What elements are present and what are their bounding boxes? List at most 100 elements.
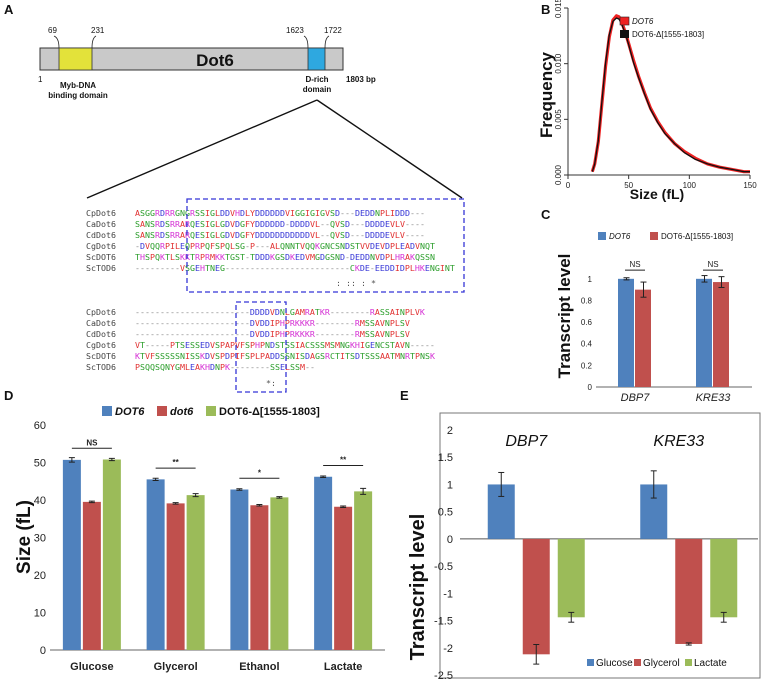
d-bar-Ethanol-2	[270, 497, 289, 650]
c-category-label: DBP7	[621, 392, 651, 404]
e-y-tick-label: 2	[447, 425, 453, 437]
d-legend-swatch-dot6-null	[157, 406, 167, 416]
drich-end-pos: 1722	[324, 26, 342, 35]
b-x-tick-label: 150	[743, 181, 757, 190]
d-category-label: Glucose	[70, 661, 113, 673]
e-y-tick-label: 0.5	[438, 507, 453, 519]
b-legend-swatch-dot6	[619, 16, 630, 26]
alignment-seq: -DVQQRPILEQPRPQFSPQLSG-P---ALQNNTVQQKGNC…	[135, 241, 435, 251]
e-legend-swatch-lactate	[685, 659, 692, 666]
c-legend-dot6: DOT6	[609, 232, 631, 241]
zoom-line-right	[316, 99, 463, 199]
b-y-tick-label: 0.010	[554, 53, 563, 74]
d-legend-delta: DOT6-Δ[1555-1803]	[219, 406, 320, 418]
c-y-tick-label: 0.6	[581, 318, 593, 327]
d-legend-swatch-dot6	[102, 406, 112, 416]
e-legend-glucose: Glucose	[596, 658, 633, 669]
d-y-tick-label: 0	[40, 645, 46, 657]
myb-start-pos: 69	[48, 26, 57, 35]
alignment-seq-name: CpDot6	[86, 208, 116, 218]
panel-e-transcript-bar: Transcript level -2.5 -2 -1.5 -1 -0.5 0 0.5 1 1.…	[407, 412, 761, 682]
c-bar-DBP7-0	[618, 278, 634, 387]
c-y-tick-label: 0.2	[581, 361, 593, 370]
alignment-block-2: CpDot6 -----------------------DDDDVDNLGAM…	[86, 307, 435, 372]
c-legend-delta: DOT6-Δ[1555-1803]	[661, 232, 733, 241]
b-y-tick-label: 0.000	[554, 164, 563, 185]
alignment-seq: ASGGRDRRGNGRSSIGLDDVHDLYDDDDDDVIGGIGIGVS…	[135, 208, 425, 218]
b-legend-delta: DOT6-Δ[1555-1803]	[632, 30, 704, 39]
d-sig-label: **	[173, 458, 180, 467]
alignment-seq-name: CaDot6	[86, 219, 116, 229]
drich-start-pos: 1623	[286, 26, 304, 35]
b-axes: 0 50 100 150 0.000 0.005 0.010 0.015	[554, 0, 757, 190]
dashed-box-2	[235, 301, 287, 393]
e-category-label: DBP7	[505, 433, 548, 450]
e-y-tick-label: -1	[443, 588, 453, 600]
panel-label-b: B	[541, 2, 550, 17]
d-legend-dot6-null: dot6	[170, 406, 194, 418]
e-chart-area: -2.5 -2 -1.5 -1 -0.5 0 0.5 1 1.5 2 DBP7 KRE33	[434, 425, 758, 682]
b-x-tick-label: 100	[683, 181, 697, 190]
e-category-label: KRE33	[653, 433, 704, 450]
d-bar-Ethanol-0	[230, 489, 249, 650]
alignment-seq: VT-----PTSESSEDVSPAPVFSPHPNDSTSSIACSSSMS…	[135, 340, 435, 350]
d-y-tick-label: 60	[34, 420, 46, 432]
panel-c-transcript-bar: DOT6 DOT6-Δ[1555-1803] Transcript level …	[555, 232, 752, 404]
d-y-tick-label: 30	[34, 533, 46, 545]
d-sig-label: NS	[86, 438, 98, 447]
panel-d-cell-size: DOT6 dot6 DOT6-Δ[1555-1803] Size (fL) 0 1…	[14, 406, 385, 673]
b-legend-dot6: DOT6	[632, 17, 654, 26]
d-bar-Glycerol-1	[166, 503, 185, 650]
b-series-line-0	[590, 14, 750, 174]
d-bar-Glucose-0	[62, 459, 81, 650]
e-legend-swatch-glucose	[587, 659, 594, 666]
d-sig-label: *	[258, 468, 262, 477]
alignment-seq-name: ScTOD6	[86, 263, 116, 273]
d-chart-area: 0 10 20 30 40 50 60 Glucose NS Glycerol ** Ethanol *…	[34, 420, 385, 673]
b-series-lines	[590, 14, 750, 174]
c-chart-area: 0 0.2 0.4 0.6 0.8 1 DBP7 NS KRE33 NS	[581, 260, 752, 404]
alignment-seq-name: CdDot6	[86, 329, 116, 339]
d-y-tick-label: 40	[34, 495, 46, 507]
d-bar-Glucose-1	[82, 501, 101, 650]
consensus-row-1: : :: : *	[336, 278, 376, 288]
c-ylabel: Transcript level	[555, 254, 574, 379]
e-y-tick-label: -0.5	[434, 561, 453, 573]
alignment-seq: PSQQSQNYGMLEAKHDNPK--------SSELSSM--	[135, 362, 315, 372]
c-y-tick-label: 1	[588, 275, 593, 284]
alignment-seq: SANSRDSRRARQESIGLGDVDGFYDDDDDD-DDDDVL--Q…	[135, 219, 425, 229]
b-y-tick-label: 0.015	[554, 0, 563, 18]
c-y-tick-label: 0.8	[581, 296, 593, 305]
alignment-seq: ---------VSGEHTNEG----------------------…	[135, 263, 455, 273]
alignment-seq: -----------------------DDDDVDNLGAMRATKR-…	[135, 307, 425, 317]
c-legend-swatch-dot6	[598, 232, 606, 240]
d-bar-Lactate-2	[354, 491, 373, 650]
alignment-seq: -----------------------DVDDIPHPRKKKR----…	[135, 318, 410, 328]
alignment-seq-name: CgDot6	[86, 241, 116, 251]
alignment-block-1: CpDot6 ASGGRDRRGNGRSSIGLDDVHDLYDDDDDDVIGG…	[86, 208, 455, 273]
panel-label-e: E	[400, 388, 409, 403]
drich-label-line1: D-rich	[305, 75, 328, 84]
c-legend-swatch-delta	[650, 232, 658, 240]
d-legend-swatch-delta	[206, 406, 216, 416]
d-category-label: Glycerol	[154, 661, 198, 673]
protein-bar	[39, 47, 344, 71]
b-xlabel: Size (fL)	[630, 186, 684, 202]
d-bar-Ethanol-1	[250, 505, 269, 650]
b-x-tick-label: 50	[624, 181, 633, 190]
alignment-seq-name: CgDot6	[86, 340, 116, 350]
panel-a-domain-map: Dot6 69 231 1623 1722 1 1803 bp Myb-DNA …	[38, 26, 465, 393]
d-category-label: Ethanol	[239, 661, 279, 673]
zoom-line-left	[86, 99, 318, 199]
e-y-tick-label: -2.5	[434, 670, 453, 682]
e-y-tick-label: -1.5	[434, 616, 453, 628]
c-bar-DBP7-1	[635, 289, 651, 387]
e-plot-frame	[439, 412, 761, 679]
e-legend-lactate: Lactate	[694, 658, 727, 669]
drich-label-line2: domain	[303, 85, 332, 94]
panel-label-a: A	[4, 2, 14, 17]
c-bar-KRE33-1	[713, 282, 729, 387]
d-sig-label: **	[340, 456, 347, 465]
alignment-seq-name: ScTOD6	[86, 362, 116, 372]
e-bar-KRE33-1	[675, 538, 703, 644]
